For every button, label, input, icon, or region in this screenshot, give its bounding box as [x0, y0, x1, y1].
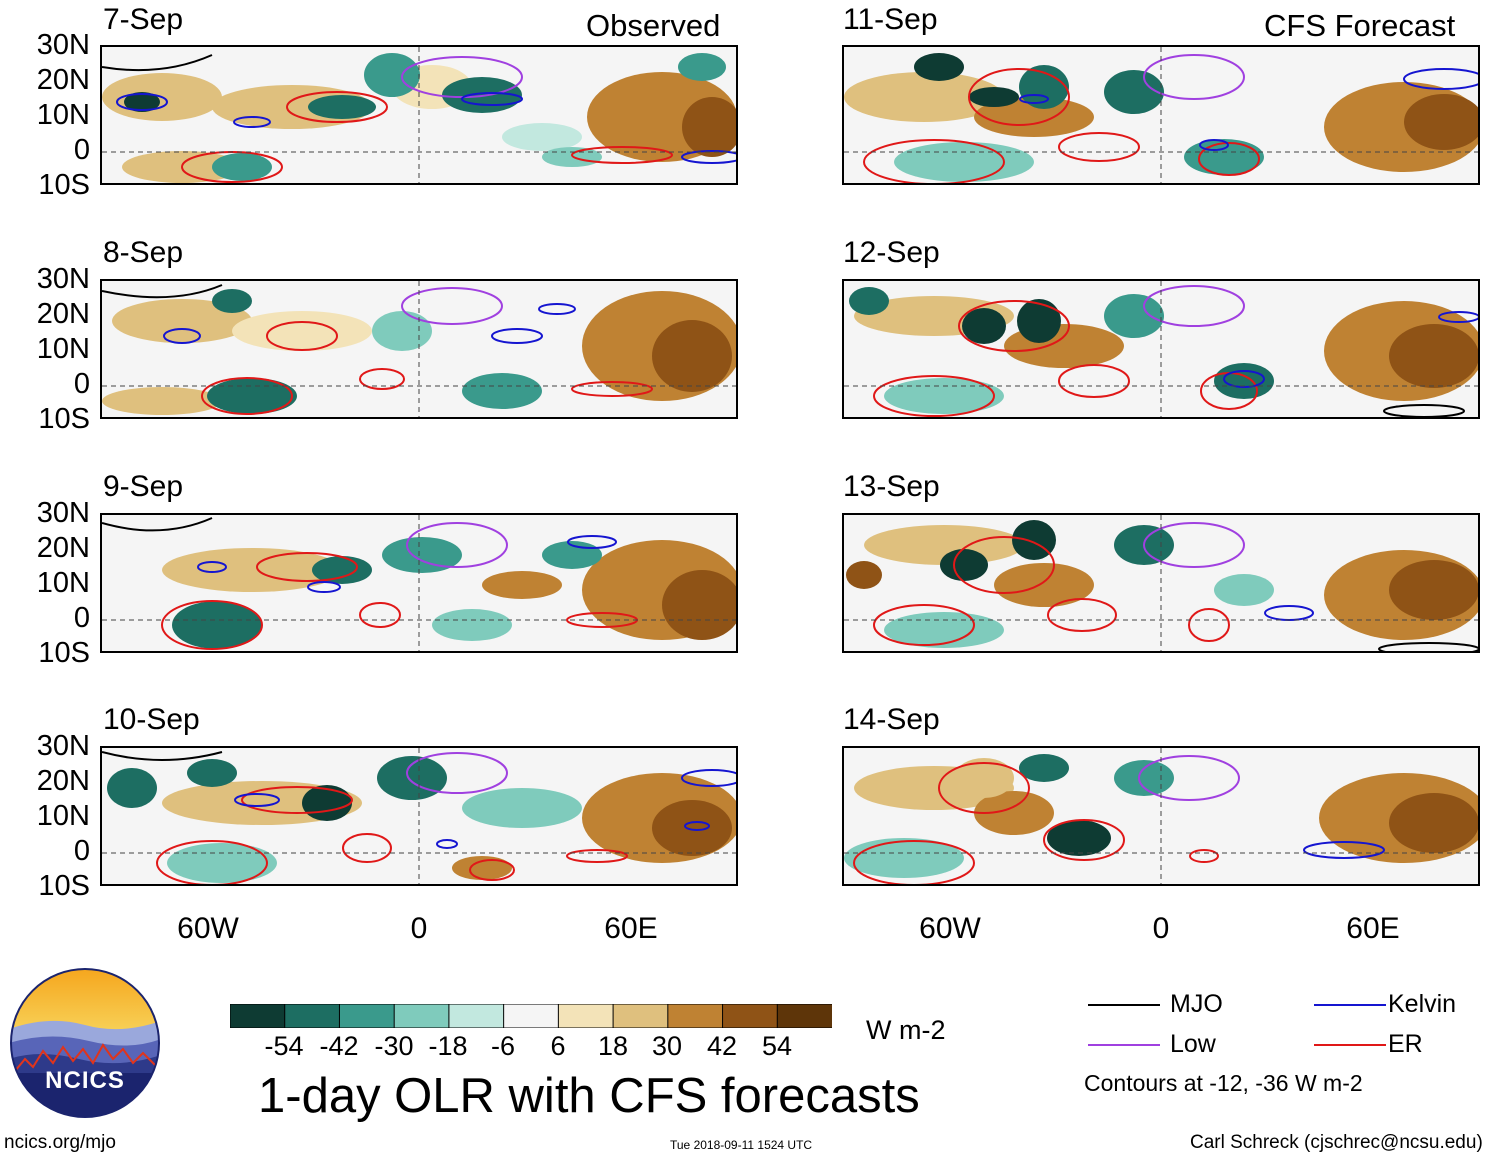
legend-line-kelvin — [1314, 1004, 1386, 1006]
olr-map-panel — [842, 45, 1480, 185]
legend: MJO Kelvin Low ER Contours at -12, -36 W… — [1084, 988, 1508, 1098]
lat-label: 20N — [36, 532, 90, 564]
lat-label: 20N — [36, 765, 90, 797]
colorbar-swatch — [284, 1003, 341, 1029]
colorbar-tick: -54 — [264, 1031, 304, 1061]
lat-label: 30N — [36, 497, 90, 529]
ncics-logo: NCICS — [9, 967, 161, 1119]
colorbar-swatch — [776, 1003, 834, 1029]
lat-label: 30N — [36, 29, 90, 61]
colorbar-tick: -42 — [319, 1031, 359, 1061]
lon-label: 60W — [919, 912, 981, 945]
lat-label: 10N — [36, 800, 90, 832]
colorbar-units: W m-2 — [866, 1015, 946, 1045]
footer-url: ncics.org/mjo — [4, 1132, 116, 1153]
lat-label: 30N — [36, 730, 90, 762]
lat-label: 10N — [36, 567, 90, 599]
colorbar-swatch — [722, 1003, 779, 1029]
colorbar-tick: 6 — [550, 1031, 566, 1061]
lat-label: 10S — [38, 169, 90, 201]
legend-label: ER — [1388, 1030, 1423, 1058]
colorbar-swatch — [503, 1003, 560, 1029]
lat-label: 10N — [36, 99, 90, 131]
lon-label: 60E — [1346, 912, 1400, 945]
colorbar-swatches — [229, 1003, 834, 1029]
colorbar-tick: 18 — [597, 1031, 629, 1061]
panel-date-label: 7-Sep — [103, 3, 184, 36]
olr-map-panel — [842, 746, 1480, 886]
colorbar-swatch — [557, 1003, 615, 1029]
colorbar-tick: 54 — [761, 1031, 793, 1061]
panel-date-label: 14-Sep — [843, 703, 940, 736]
colorbar-swatch — [393, 1003, 450, 1029]
panel-date-label: 11-Sep — [843, 3, 938, 36]
legend-label: MJO — [1170, 990, 1223, 1018]
panel-date-label: 9-Sep — [103, 470, 184, 503]
legend-note: Contours at -12, -36 W m-2 — [1084, 1070, 1363, 1096]
lat-label: 20N — [36, 298, 90, 330]
colorbar-tick: 30 — [651, 1031, 683, 1061]
lon-label: 60E — [604, 912, 658, 945]
lat-label: 0 — [73, 835, 90, 867]
lon-label: 60W — [177, 912, 239, 945]
cfs-forecast-header: CFS Forecast — [1264, 8, 1456, 43]
lat-label: 30N — [36, 263, 90, 295]
legend-line-mjo — [1088, 1004, 1160, 1006]
colorbar-swatch — [667, 1003, 724, 1029]
panel-date-label: 12-Sep — [843, 236, 940, 269]
colorbar — [229, 1003, 834, 1029]
legend-label: Kelvin — [1388, 990, 1457, 1018]
colorbar-swatch — [612, 1003, 669, 1029]
lat-label: 10S — [38, 870, 90, 902]
logo-text: NCICS — [45, 1067, 125, 1094]
olr-map-panel — [100, 746, 738, 886]
panel-date-label: 13-Sep — [843, 470, 940, 503]
lat-label: 0 — [73, 134, 90, 166]
colorbar-tick: -6 — [490, 1031, 515, 1061]
colorbar-tick: -30 — [374, 1031, 414, 1061]
lat-label: 20N — [36, 64, 90, 96]
olr-map-panel — [100, 45, 738, 185]
olr-map-panel — [100, 279, 738, 419]
footer-credit: Carl Schreck (cjschrec@ncsu.edu) — [1190, 1132, 1483, 1153]
figure-title: 1-day OLR with CFS forecasts — [258, 1069, 920, 1123]
footer-timestamp: Tue 2018-09-11 1524 UTC — [670, 1138, 813, 1152]
lat-label: 0 — [73, 602, 90, 634]
olr-map-panel — [842, 513, 1480, 653]
colorbar-swatch — [338, 1003, 396, 1029]
lon-label: 0 — [1152, 912, 1170, 945]
legend-label: Low — [1170, 1030, 1216, 1058]
colorbar-swatch — [229, 1003, 286, 1029]
legend-line-low — [1088, 1044, 1160, 1046]
lat-label: 10S — [38, 403, 90, 435]
legend-line-er — [1314, 1044, 1386, 1046]
olr-map-panel — [842, 279, 1480, 419]
lat-label: 0 — [73, 368, 90, 400]
observed-header: Observed — [586, 8, 721, 43]
lat-label: 10S — [38, 637, 90, 669]
lon-label: 0 — [410, 912, 428, 945]
panel-date-label: 8-Sep — [103, 236, 184, 269]
panel-date-label: 10-Sep — [103, 703, 200, 736]
lat-label: 10N — [36, 333, 90, 365]
colorbar-tick: 42 — [706, 1031, 738, 1061]
colorbar-swatch — [448, 1003, 505, 1029]
colorbar-tick: -18 — [428, 1031, 468, 1061]
olr-map-panel — [100, 513, 738, 653]
